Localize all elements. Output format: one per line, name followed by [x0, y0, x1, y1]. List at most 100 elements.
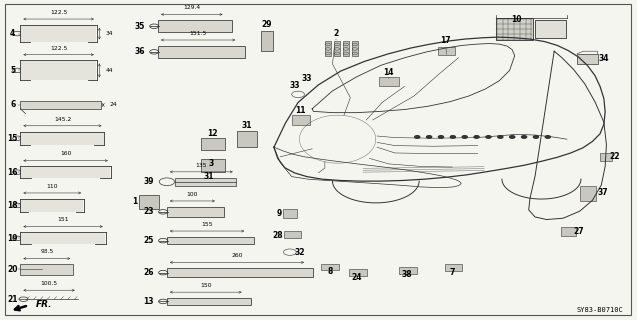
- Bar: [201, 159, 225, 172]
- Text: 37: 37: [598, 188, 608, 197]
- Bar: [600, 153, 612, 161]
- Text: 31: 31: [242, 121, 252, 130]
- Bar: [21, 25, 96, 42]
- Circle shape: [415, 136, 420, 138]
- Text: 100.5: 100.5: [41, 281, 57, 286]
- Text: 13: 13: [144, 297, 154, 306]
- Text: 26: 26: [144, 268, 154, 277]
- Bar: [561, 227, 576, 236]
- Bar: [158, 46, 245, 58]
- Text: 27: 27: [573, 227, 584, 236]
- Bar: [334, 41, 340, 56]
- Text: FR.: FR.: [36, 300, 52, 309]
- Text: 1: 1: [132, 197, 137, 206]
- Text: 22: 22: [609, 152, 619, 161]
- Circle shape: [474, 136, 479, 138]
- Bar: [445, 264, 462, 271]
- Circle shape: [438, 136, 443, 138]
- Bar: [283, 209, 297, 218]
- Text: 24: 24: [110, 102, 117, 108]
- Bar: [21, 167, 110, 178]
- Bar: [379, 77, 399, 86]
- Text: 11: 11: [296, 106, 306, 115]
- Text: 93.5: 93.5: [40, 249, 54, 254]
- Text: 151.5: 151.5: [189, 31, 207, 36]
- Text: 2: 2: [333, 29, 338, 38]
- Text: 110: 110: [47, 184, 58, 189]
- Text: 39: 39: [144, 177, 154, 186]
- Text: 4: 4: [10, 29, 15, 38]
- Text: 25: 25: [144, 236, 154, 245]
- Text: 24: 24: [352, 273, 362, 282]
- Bar: [343, 41, 349, 56]
- Circle shape: [462, 136, 468, 138]
- Text: 34: 34: [106, 31, 113, 36]
- Bar: [438, 47, 455, 55]
- Bar: [261, 31, 273, 51]
- Circle shape: [545, 136, 550, 138]
- Text: 260: 260: [231, 253, 243, 258]
- Text: 145.2: 145.2: [54, 116, 71, 122]
- Bar: [21, 199, 83, 212]
- Text: 160: 160: [60, 151, 71, 156]
- Text: 32: 32: [294, 248, 304, 257]
- Bar: [349, 269, 367, 276]
- Bar: [139, 195, 159, 209]
- Text: 20: 20: [8, 265, 18, 274]
- Text: 36: 36: [135, 47, 145, 56]
- Circle shape: [533, 136, 538, 138]
- Text: 8: 8: [327, 267, 333, 276]
- Circle shape: [522, 136, 527, 138]
- Text: 100: 100: [187, 192, 198, 197]
- Text: 19: 19: [8, 234, 18, 243]
- Text: 9: 9: [276, 209, 282, 218]
- Text: 122.5: 122.5: [50, 45, 68, 51]
- Text: 38: 38: [401, 270, 412, 279]
- Bar: [20, 264, 73, 275]
- Circle shape: [497, 136, 503, 138]
- Text: 35: 35: [135, 22, 145, 31]
- Text: 16: 16: [8, 168, 18, 177]
- Text: 3: 3: [209, 159, 214, 168]
- Bar: [496, 18, 533, 40]
- Bar: [167, 298, 251, 305]
- Bar: [292, 115, 310, 125]
- Bar: [321, 264, 339, 270]
- Bar: [201, 138, 225, 150]
- Text: SY83-B0710C: SY83-B0710C: [576, 307, 623, 313]
- Bar: [535, 20, 566, 38]
- Bar: [399, 267, 417, 274]
- Text: 33: 33: [302, 74, 312, 83]
- Text: 23: 23: [144, 207, 154, 216]
- Bar: [237, 131, 257, 147]
- Bar: [284, 231, 301, 238]
- Bar: [577, 54, 598, 64]
- Circle shape: [450, 136, 455, 138]
- Text: 5: 5: [10, 66, 15, 75]
- Bar: [352, 41, 358, 56]
- Bar: [580, 186, 596, 201]
- Text: 44: 44: [106, 68, 113, 73]
- Text: 135: 135: [196, 163, 207, 168]
- Text: 21: 21: [8, 295, 18, 304]
- Bar: [167, 268, 313, 277]
- Bar: [158, 20, 232, 32]
- Circle shape: [486, 136, 491, 138]
- Bar: [21, 233, 105, 244]
- Circle shape: [510, 136, 515, 138]
- Text: 29: 29: [261, 20, 271, 29]
- Text: 18: 18: [8, 201, 18, 210]
- Bar: [21, 132, 104, 145]
- Text: 12: 12: [208, 129, 218, 138]
- Text: 122.5: 122.5: [50, 10, 68, 15]
- Bar: [325, 41, 331, 56]
- Text: 14: 14: [383, 68, 394, 77]
- Text: 155: 155: [201, 222, 213, 227]
- Text: 129.4: 129.4: [183, 5, 200, 10]
- Bar: [167, 237, 254, 244]
- Text: 15: 15: [8, 134, 18, 143]
- Text: 150: 150: [200, 283, 211, 288]
- Text: 34: 34: [599, 54, 609, 63]
- Text: 151: 151: [57, 217, 69, 222]
- Text: 33: 33: [289, 81, 299, 90]
